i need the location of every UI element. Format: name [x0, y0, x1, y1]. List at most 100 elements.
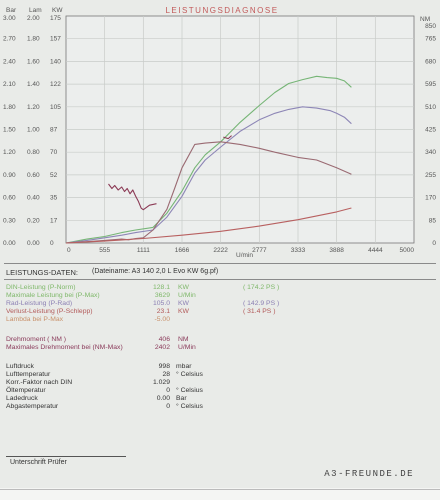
y-tick-label-lam: 2.00 — [27, 15, 40, 22]
row-unit: U/Min — [178, 292, 196, 299]
y-tick-label-nm: 85 — [429, 217, 437, 224]
row-ps: ( 174.2 PS ) — [243, 284, 280, 291]
y-tick-label-nm: 680 — [425, 58, 436, 65]
row-unit: Bar — [176, 395, 187, 402]
y-tick-label-nm: 425 — [425, 127, 436, 134]
series-line-1 — [65, 106, 352, 244]
row-unit: mbar — [176, 363, 192, 370]
y-tick-label-kw: 87 — [50, 127, 58, 134]
row-label: Ladedruck — [6, 395, 38, 402]
row-label: Maximales Drehmoment bei (NM-Max) — [6, 344, 123, 351]
row-unit: NM — [178, 336, 189, 343]
divider — [4, 263, 436, 264]
y-tick-label-kw: 157 — [50, 36, 61, 43]
signature-label: Unterschrift Prüfer — [10, 459, 67, 466]
row-unit: KW — [178, 300, 189, 307]
y-tick-label-kw: 105 — [50, 104, 61, 111]
y-tick-label-kw: 122 — [50, 81, 61, 88]
axis-label-bar: Bar — [6, 7, 17, 14]
row-value: 1.029 — [152, 379, 170, 386]
y-tick-label-nm: 595 — [425, 81, 436, 88]
row-label: Maximale Leistung bei (P-Max) — [6, 292, 100, 299]
y-tick-label-kw: 0 — [50, 240, 54, 247]
chart-axes: 3.00 2.70 2.40 2.10 1.80 1.50 1.20 0.90 0.60 0.30… — [3, 15, 436, 254]
y-tick-label-lam: 0.00 — [27, 240, 40, 247]
y-tick-label-kw: 70 — [50, 149, 58, 156]
y-tick-label-lam: 1.40 — [27, 81, 40, 88]
y-tick-label-bar: 0.00 — [3, 240, 16, 247]
axis-label-rpm: U/min — [236, 252, 253, 259]
row-value: 0 — [166, 387, 170, 394]
data-panel: LEISTUNGS-DATEN: (Dateiname: A3 140 2,0 … — [0, 263, 440, 500]
y-tick-label-kw: 140 — [50, 58, 61, 65]
x-tick-label: 2222 — [213, 247, 228, 254]
y-tick-label-lam: 0.80 — [27, 149, 40, 156]
series-line-3 — [65, 207, 352, 244]
row-label: Lambda bei P-Max — [6, 316, 64, 323]
y-tick-label-lam: 0.40 — [27, 195, 40, 202]
row-unit: KW — [178, 308, 189, 315]
y-tick-label-nm: 170 — [425, 195, 436, 202]
row-unit: ° Celsius — [176, 403, 203, 410]
x-tick-label: 1111 — [137, 247, 150, 254]
series-line-5 — [223, 135, 232, 140]
row-ps: ( 142.9 PS ) — [243, 300, 280, 307]
y-tick-label-lam: 1.60 — [27, 58, 40, 65]
y-tick-label-bar: 0.90 — [3, 172, 16, 179]
file-name: (Dateiname: A3 140 2,0 L Evo KW 6g.pf) — [92, 268, 219, 275]
axis-label-lam: Lam — [29, 7, 42, 14]
y-tick-label-lam: 0.20 — [27, 217, 40, 224]
row-value: 23.1 — [156, 308, 170, 315]
y-tick-label-bar: 3.00 — [3, 15, 16, 22]
y-tick-label-nm: 765 — [425, 36, 436, 43]
y-tick-label-kw: 52 — [50, 172, 58, 179]
y-tick-label-lam: 1.80 — [27, 36, 40, 43]
row-value: 28 — [162, 371, 170, 378]
row-value: -5.00 — [154, 316, 171, 323]
row-label: Verlust-Leistung (P-Schlepp) — [6, 308, 93, 315]
axis-label-nm: NM — [420, 16, 430, 23]
y-tick-label-lam: 0.60 — [27, 172, 40, 179]
y-tick-label-kw: 175 — [50, 15, 61, 22]
row-label: Öltemperatur — [6, 387, 46, 394]
row-label: Luftdruck — [6, 363, 34, 370]
row-unit: ° Celsius — [176, 387, 203, 394]
x-tick-label: 555 — [99, 247, 110, 254]
footer-line — [0, 489, 440, 490]
chart-title: LEISTUNGSDIAGNOSE — [165, 6, 278, 15]
axis-label-kw: KW — [52, 7, 63, 14]
row-label: Korr.-Faktor nach DIN — [6, 379, 73, 386]
y-tick-label-nm: 850 — [425, 23, 436, 30]
row-label: Lufttemperatur — [6, 371, 51, 378]
y-tick-label-kw: 17 — [50, 217, 58, 224]
row-ps: ( 31.4 PS ) — [243, 308, 276, 315]
y-tick-label-bar: 2.70 — [3, 36, 16, 43]
footer — [0, 488, 440, 500]
row-value: 0 — [166, 403, 170, 410]
x-tick-label: 0 — [67, 247, 71, 254]
row-value: 0.00 — [156, 395, 170, 402]
x-tick-label: 3888 — [329, 247, 344, 254]
y-tick-label-bar: 1.20 — [3, 149, 16, 156]
y-tick-label-nm: 255 — [425, 172, 436, 179]
x-tick-label: 2777 — [252, 247, 267, 254]
row-value: 3629 — [154, 292, 170, 299]
section-title: LEISTUNGS-DATEN: — [6, 268, 78, 277]
dyno-chart: LEISTUNGSDIAGNOSE 3.00 2.70 2.40 2.10 1.80 1.… — [3, 6, 437, 259]
y-tick-label-lam: 1.20 — [27, 104, 40, 111]
y-tick-label-nm: 0 — [432, 240, 436, 247]
row-value: 998 — [158, 363, 170, 370]
x-tick-label: 3333 — [291, 247, 306, 254]
brand-logo: A3-FREUNDE.DE — [324, 469, 414, 479]
row-label: DIN-Leistung (P-Norm) — [6, 284, 76, 291]
row-label: Rad-Leistung (P-Rad) — [6, 300, 73, 307]
chart-grid — [65, 15, 415, 244]
y-tick-label-lam: 1.00 — [27, 127, 40, 134]
y-tick-label-bar: 2.10 — [3, 81, 16, 88]
row-label: Drehmoment ( NM ) — [6, 336, 67, 343]
row-unit: ° Celsius — [176, 371, 203, 378]
y-tick-label-bar: 1.50 — [3, 127, 16, 134]
y-tick-label-nm: 510 — [425, 104, 436, 111]
x-tick-label: 1666 — [175, 247, 190, 254]
y-tick-label-kw: 35 — [50, 195, 58, 202]
